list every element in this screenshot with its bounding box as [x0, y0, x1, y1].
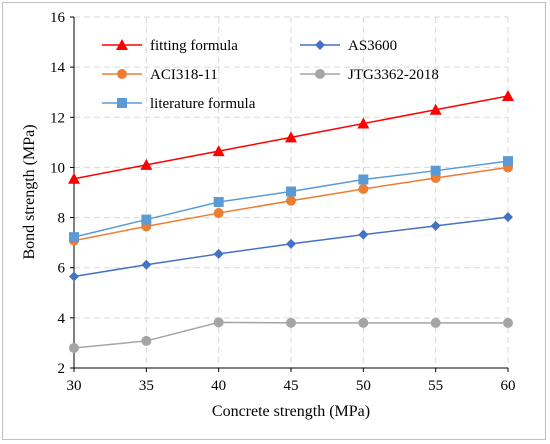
y-tick-label: 4 [58, 311, 66, 327]
series-1 [68, 89, 514, 184]
x-tick-label: 30 [67, 378, 82, 394]
x-axis-title: Concrete strength (MPa) [212, 403, 370, 420]
data-point [140, 158, 153, 170]
data-point [286, 317, 296, 328]
tick-labels: 2 4 6 8 10 12 14 16 30 35 40 45 50 55 60 [50, 10, 516, 394]
x-tick-label: 45 [284, 378, 299, 394]
data-point [502, 89, 514, 101]
x-tick-label: 55 [428, 378, 443, 394]
chart-frame [2, 2, 546, 440]
data-point [213, 248, 224, 259]
data-point [503, 212, 513, 223]
legend-item: JTG3362-2018 [300, 67, 439, 83]
data-point [141, 214, 152, 225]
legend-label: literature formula [150, 96, 256, 112]
data-point [213, 197, 224, 208]
x-tick-label: 60 [501, 378, 516, 394]
data-point [429, 103, 442, 115]
data-point [141, 335, 152, 346]
legend-label: JTG3362-2018 [348, 67, 439, 83]
data-point [357, 117, 370, 129]
y-tick-label: 6 [58, 261, 66, 277]
legend-label: ACI318-11 [150, 67, 218, 83]
y-axis-title: Bond strength (MPa) [21, 124, 38, 259]
data-point [213, 317, 224, 328]
legend-marker [315, 40, 325, 50]
y-tick-label: 12 [50, 110, 65, 126]
series-2 [69, 212, 513, 282]
data-point [358, 317, 369, 328]
data-point [69, 271, 79, 282]
data-point [68, 172, 80, 184]
legend-marker [116, 39, 128, 50]
data-point [286, 195, 296, 206]
data-point [358, 183, 369, 194]
legend-label: fitting formula [150, 38, 238, 54]
legend-item: AS3600 [300, 38, 397, 54]
legend-item: ACI318-11 [102, 67, 218, 83]
series-group [68, 89, 514, 353]
legend-item: literature formula [102, 96, 256, 112]
y-tick-label: 14 [50, 60, 66, 76]
data-point [503, 317, 513, 328]
y-tick-label: 2 [58, 361, 66, 377]
x-tick-label: 50 [356, 378, 371, 394]
data-point [285, 131, 297, 143]
series-5 [69, 156, 513, 243]
x-tick-label: 35 [139, 378, 154, 394]
legend-marker [117, 98, 127, 108]
legend-label: AS3600 [348, 38, 397, 54]
data-point [430, 220, 441, 231]
y-tick-label: 16 [50, 10, 66, 26]
data-point [503, 156, 513, 167]
y-tick-label: 10 [50, 160, 65, 176]
x-tick-label: 40 [211, 378, 226, 394]
data-point [141, 259, 152, 270]
data-point [430, 317, 441, 328]
data-point [286, 238, 296, 249]
data-point [430, 165, 441, 176]
data-point [358, 229, 369, 240]
legend-item: fitting formula [102, 38, 238, 54]
axes [70, 16, 509, 372]
legend: fitting formula AS3600 ACI318-11 JTG3362-20… [102, 38, 439, 112]
data-point [212, 145, 225, 157]
data-point [213, 208, 224, 219]
data-point [286, 186, 296, 197]
y-tick-label: 8 [58, 211, 66, 227]
series-4 [69, 317, 513, 353]
data-point [69, 342, 79, 353]
legend-marker [117, 69, 127, 79]
data-point [358, 174, 369, 185]
data-point [69, 232, 79, 243]
legend-marker [315, 69, 325, 79]
series-3 [69, 162, 513, 246]
